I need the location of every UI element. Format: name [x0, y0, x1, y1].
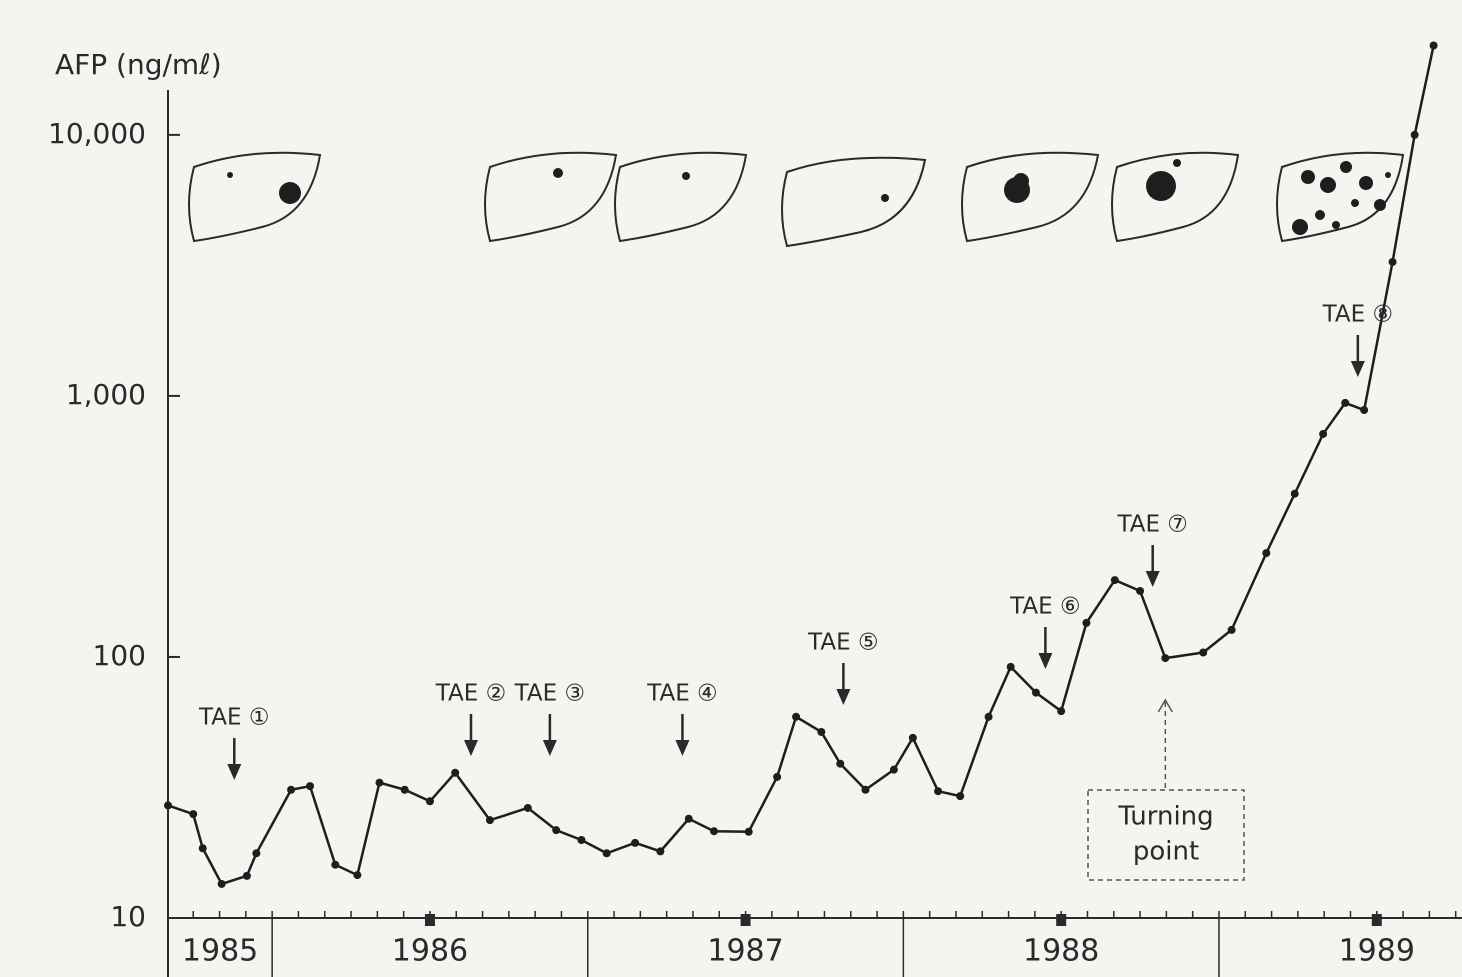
data-point	[603, 849, 611, 857]
data-point	[1082, 619, 1090, 627]
x-tick-label: 1985	[182, 934, 258, 969]
data-point	[1319, 430, 1327, 438]
x-tick-label: 1988	[1023, 934, 1099, 969]
data-point	[890, 766, 898, 774]
data-point	[577, 836, 585, 844]
data-point	[375, 779, 383, 787]
x-tick	[425, 914, 435, 926]
data-point	[710, 827, 718, 835]
data-point	[934, 787, 942, 795]
x-tick	[1056, 914, 1066, 926]
data-point	[1057, 707, 1065, 715]
data-point	[836, 760, 844, 768]
data-point	[1262, 549, 1270, 557]
data-point	[817, 728, 825, 736]
x-tick	[741, 914, 751, 926]
data-point	[773, 773, 781, 781]
data-point	[524, 804, 532, 812]
data-point	[792, 713, 800, 721]
data-point	[252, 849, 260, 857]
data-point	[401, 786, 409, 794]
x-tick-label: 1989	[1339, 934, 1415, 969]
data-point	[199, 844, 207, 852]
turning-label: Turning	[1117, 802, 1213, 832]
x-tick-label: 1987	[707, 934, 783, 969]
data-point	[243, 872, 251, 880]
data-point	[1161, 654, 1169, 662]
data-point	[1111, 576, 1119, 584]
annotation-label: TAE ①	[198, 705, 269, 731]
data-point	[656, 847, 664, 855]
annotation-label: TAE ⑧	[1322, 302, 1393, 328]
data-point	[189, 810, 197, 818]
x-tick-label: 1986	[392, 934, 468, 969]
data-point	[1360, 406, 1368, 414]
data-point	[1032, 689, 1040, 697]
y-axis-label: AFP (ng/mℓ)	[55, 48, 222, 81]
data-point	[956, 792, 964, 800]
x-tick	[1372, 914, 1382, 926]
y-tick-label: 100	[93, 639, 146, 672]
data-point	[486, 816, 494, 824]
data-point	[1341, 399, 1349, 407]
data-point	[426, 797, 434, 805]
data-point	[353, 871, 361, 879]
annotation-label: TAE ③	[514, 681, 585, 707]
annotation-label: TAE ⑦	[1116, 512, 1187, 538]
data-point	[1007, 663, 1015, 671]
data-point	[218, 880, 226, 888]
data-point	[331, 861, 339, 869]
data-point	[685, 815, 693, 823]
y-tick-label: 10	[110, 900, 146, 933]
data-point	[1136, 587, 1144, 595]
data-point	[1430, 41, 1438, 49]
data-point	[909, 734, 917, 742]
data-point	[1389, 258, 1397, 266]
data-point	[1291, 490, 1299, 498]
data-point	[1199, 649, 1207, 657]
data-point	[451, 769, 459, 777]
turning-label: point	[1133, 837, 1199, 867]
data-point	[552, 826, 560, 834]
y-tick-label: 10,000	[48, 117, 146, 150]
data-point	[164, 801, 172, 809]
data-point	[985, 713, 993, 721]
chart: AFP (ng/mℓ) 10 100 1,000 10,000 1985 1986 1987…	[0, 0, 1462, 977]
y-tick-label: 1,000	[66, 378, 146, 411]
data-point	[861, 786, 869, 794]
annotation-label: TAE ④	[646, 681, 717, 707]
data-point	[1228, 626, 1236, 634]
data-point	[306, 782, 314, 790]
data-point	[287, 786, 295, 794]
annotation-label: TAE ⑤	[807, 630, 878, 656]
data-point	[1411, 131, 1419, 139]
annotation-label: TAE ⑥	[1009, 594, 1080, 620]
annotation-label: TAE ②	[435, 681, 506, 707]
data-point	[631, 839, 639, 847]
data-point	[745, 828, 753, 836]
